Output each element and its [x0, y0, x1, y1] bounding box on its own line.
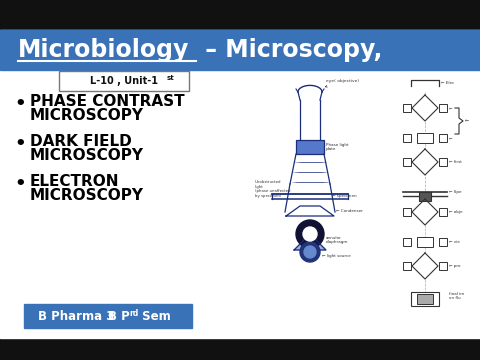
Text: ←: ←: [465, 118, 469, 123]
Text: Unobstructed
light
(phase unaffected
by specimen): Unobstructed light (phase unaffected by …: [255, 180, 290, 198]
Text: – Microscopy,: – Microscopy,: [197, 38, 383, 62]
Text: ← obje: ← obje: [449, 210, 463, 214]
Polygon shape: [412, 253, 438, 279]
Bar: [0, 30, 480, 338]
Text: PHASE CONTRAST: PHASE CONTRAST: [30, 94, 185, 109]
Bar: [439, 134, 447, 142]
Polygon shape: [412, 95, 438, 121]
Text: ← first: ← first: [449, 160, 462, 164]
Text: MICROSCOPY: MICROSCOPY: [30, 148, 144, 163]
Text: eye( objective): eye( objective): [325, 79, 359, 87]
Text: DARK FIELD: DARK FIELD: [30, 135, 132, 149]
Bar: [403, 104, 411, 112]
Bar: [403, 238, 411, 246]
Circle shape: [300, 242, 320, 262]
Bar: [403, 208, 411, 216]
Bar: [417, 294, 433, 304]
Bar: [419, 192, 431, 201]
Text: annular
diaphragm: annular diaphragm: [326, 236, 348, 244]
Text: ← Condenser: ← Condenser: [336, 209, 363, 213]
Bar: [411, 292, 439, 306]
Circle shape: [303, 227, 317, 241]
Text: Phase light
plate: Phase light plate: [326, 143, 348, 151]
Text: B Pharma 3: B Pharma 3: [38, 310, 114, 323]
Circle shape: [304, 246, 316, 258]
Bar: [439, 158, 447, 166]
Bar: [439, 208, 447, 216]
Bar: [417, 133, 433, 143]
Bar: [0, 0, 480, 30]
Text: ←: ←: [449, 136, 453, 140]
Text: Microbiology: Microbiology: [18, 38, 190, 62]
Bar: [0, 30, 480, 70]
Bar: [24, 304, 192, 328]
Text: ← specimen: ← specimen: [332, 194, 357, 198]
Text: ← light source: ← light source: [322, 254, 351, 258]
Text: ← vie: ← vie: [449, 240, 460, 244]
Text: B P: B P: [108, 310, 130, 323]
Circle shape: [296, 220, 324, 248]
Text: MICROSCOPY: MICROSCOPY: [30, 189, 144, 203]
Text: ← pro: ← pro: [449, 264, 460, 268]
FancyBboxPatch shape: [59, 71, 189, 91]
Bar: [403, 262, 411, 270]
Text: ←: ←: [449, 106, 453, 110]
Polygon shape: [286, 206, 334, 216]
Text: rd: rd: [129, 309, 138, 318]
Bar: [296, 140, 324, 154]
Bar: [403, 134, 411, 142]
Text: ← Elec: ← Elec: [441, 81, 454, 85]
Text: st: st: [167, 75, 175, 81]
Bar: [439, 104, 447, 112]
Polygon shape: [412, 149, 438, 175]
Bar: [403, 158, 411, 166]
Text: •: •: [14, 95, 25, 113]
Text: ← Spe: ← Spe: [449, 190, 461, 194]
Text: L-10 , Unit-1: L-10 , Unit-1: [90, 76, 158, 86]
Text: final im
on flu: final im on flu: [449, 292, 464, 300]
Bar: [439, 238, 447, 246]
Text: •: •: [14, 135, 25, 153]
Text: •: •: [14, 175, 25, 193]
Polygon shape: [412, 199, 438, 225]
Text: MICROSCOPY: MICROSCOPY: [30, 108, 144, 123]
Bar: [417, 237, 433, 247]
Text: Sem: Sem: [138, 310, 171, 323]
Polygon shape: [294, 234, 326, 250]
Bar: [0, 338, 480, 360]
Text: ELECTRON: ELECTRON: [30, 175, 120, 189]
Bar: [439, 262, 447, 270]
